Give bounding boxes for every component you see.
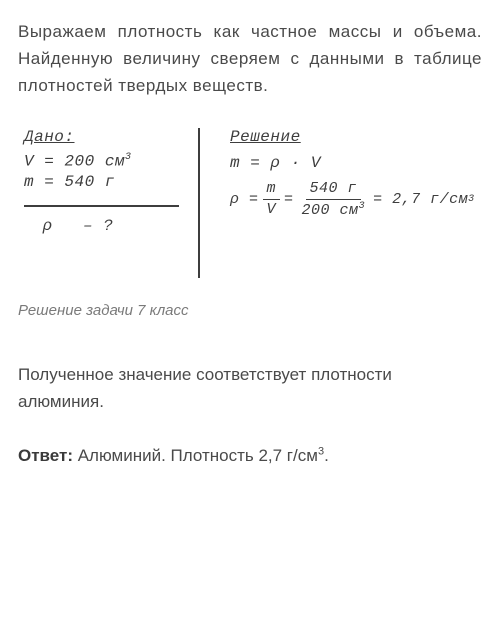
given-section: Дано: V = 200 см3 m = 540 г ρ – ? [18,128,198,278]
caption: Решение задачи 7 класс [18,302,482,319]
given-volume: V = 200 см3 [24,152,182,170]
result-text: = 2,7 г/см [373,191,468,208]
given-header: Дано: [24,128,182,146]
answer-label: Ответ: [18,446,73,465]
solution-header: Решение [230,128,482,146]
frac2-den: 200 см3 [298,200,370,220]
given-divider [24,205,179,207]
answer-text: Алюминий. Плотность 2,7 г/см [73,446,318,465]
solution-section: Решение m = ρ · V ρ = m V = 540 г 200 см… [200,128,482,278]
intro-paragraph: Выражаем плотность как частное массы и о… [18,18,482,100]
frac2-den-sup: 3 [359,201,366,212]
conclusion: Полученное значение соответствует плотно… [18,361,482,415]
given-mass: m = 540 г [24,173,182,191]
physics-problem-block: Дано: V = 200 см3 m = 540 г ρ – ? Решени… [18,128,482,278]
frac1-den: V [263,200,281,219]
solution-eq1: m = ρ · V [230,154,482,172]
find-line: ρ – ? [24,217,182,235]
answer-dot: . [324,446,329,465]
frac2-den-text: 200 см [302,202,359,219]
find-q: – ? [83,217,113,235]
frac1-num: m [263,180,281,200]
fraction-mv: m V [263,180,281,219]
frac2-num: 540 г [306,180,362,200]
rho-eq: ρ = [230,191,259,208]
eq-sign-1: = [284,191,294,208]
answer-line: Ответ: Алюминий. Плотность 2,7 г/см3. [18,443,482,469]
given-volume-text: V = 200 см [24,152,125,170]
given-volume-sup: 3 [125,152,132,163]
find-rho: ρ [43,217,53,235]
fraction-values: 540 г 200 см3 [298,180,370,220]
result-sup: 3 [468,194,475,205]
solution-eq2: ρ = m V = 540 г 200 см3 = 2,7 г/см3 [230,180,482,220]
